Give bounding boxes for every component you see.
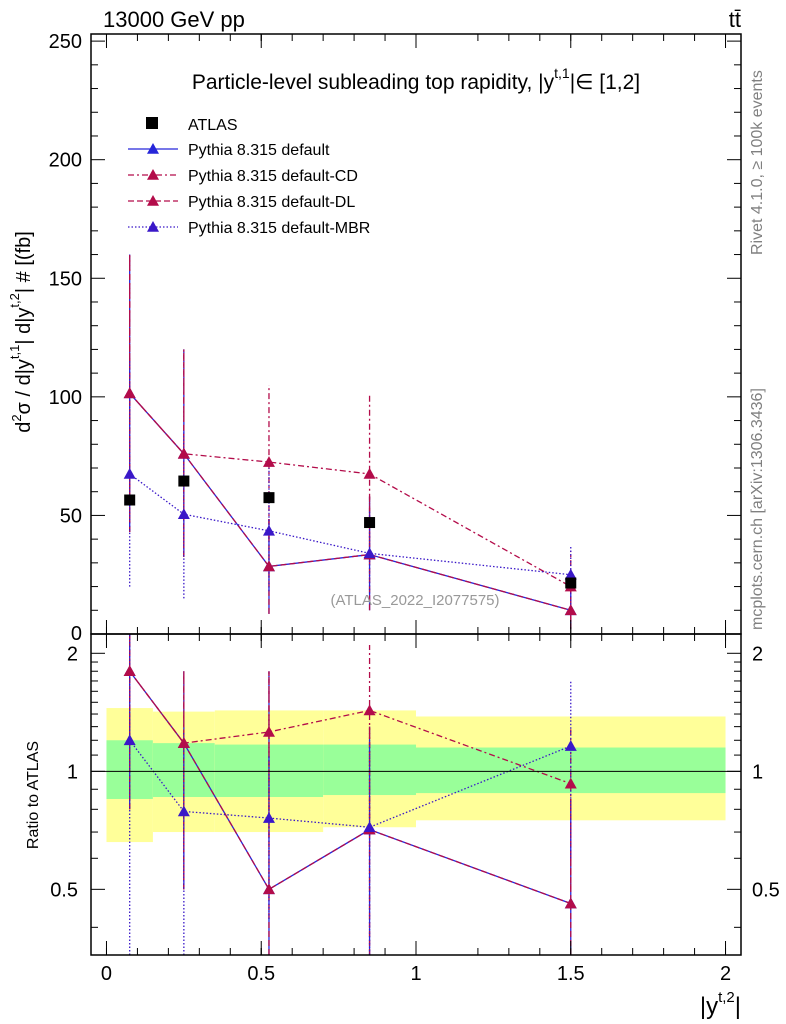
series-4-point: [123, 467, 136, 479]
atlas-point: [124, 494, 136, 506]
series-3-ratio-point: [123, 665, 136, 677]
ratio-tick-label: 1: [67, 761, 78, 783]
legend-atlas-label: ATLAS: [188, 117, 238, 134]
series-4-point: [262, 524, 275, 536]
header-energy-label: 13000 GeV pp: [103, 7, 245, 32]
chart-title-main: Particle-level subleading top rapidity, …: [192, 71, 555, 94]
y-axis-label-mid2: | d|y: [13, 308, 35, 345]
legend-marker-1: [147, 143, 159, 154]
atlas-point: [565, 577, 577, 589]
atlas-point: [364, 517, 376, 529]
legend: ATLAS Pythia 8.315 default Pythia 8.315 d…: [128, 117, 370, 237]
series-3-point: [564, 604, 577, 616]
ratio-tick-label: 0.5: [50, 879, 78, 901]
legend-label-2: Pythia 8.315 default-CD: [188, 168, 358, 185]
y-tick-label: 50: [60, 505, 82, 527]
ratio-tick-label-right: 1: [752, 761, 763, 783]
series-4-ratio-point: [177, 805, 190, 817]
series-2-ratio-point: [564, 777, 577, 789]
atlas-uncertainty-bands: [106, 708, 726, 843]
x-tick-label: 1.5: [557, 963, 585, 985]
x-axis-label-tail: |: [735, 993, 741, 1020]
series-2-ratio-point: [363, 704, 376, 716]
ratio-y-axis-label: Ratio to ATLAS: [25, 741, 42, 849]
mcplots-label: mcplots.cern.ch [arXiv:1306.3436]: [749, 388, 766, 630]
atlas-point: [178, 475, 190, 487]
y-axis-label-sup2: 2: [9, 414, 24, 421]
x-tick-label: 1: [410, 963, 421, 985]
chart-title: Particle-level subleading top rapidity, …: [192, 65, 640, 94]
x-tick-label: 0: [101, 963, 112, 985]
series-3-ratio-point: [564, 897, 577, 909]
x-axis-label: |yt,2|: [700, 989, 741, 1020]
series-3-ratio-point: [262, 883, 275, 895]
y-tick-label: 200: [49, 150, 82, 172]
analysis-watermark: (ATLAS_2022_I2077575): [330, 592, 499, 609]
legend-marker-4: [147, 221, 159, 232]
x-axis-label-sup: t,2: [718, 989, 735, 1006]
y-axis-label-mid: σ / d|y: [13, 359, 35, 414]
series-4-point: [363, 547, 376, 559]
rivet-label: Rivet 4.1.0, ≥ 100k events: [749, 70, 766, 255]
chart-title-sup: t,1: [554, 65, 570, 81]
series-3-point: [177, 447, 190, 459]
data-markers: [123, 387, 577, 909]
atlas-point: [263, 492, 275, 504]
legend-marker-2: [147, 169, 159, 180]
x-tick-label: 2: [720, 963, 731, 985]
series-4-point: [177, 508, 190, 520]
y-axis-label-sup-t1: t,1: [7, 345, 22, 359]
series-4-point: [564, 568, 577, 580]
series-3-ratio-point: [177, 737, 190, 748]
series-4-ratio-point: [123, 734, 136, 746]
series-2-ratio-line: [129, 670, 571, 785]
ratio-tick-label: 2: [67, 643, 78, 665]
series-2-line: [129, 392, 572, 588]
y-axis-label-d: d: [13, 422, 35, 433]
legend-label-1: Pythia 8.315 default: [188, 142, 330, 159]
series-3-line: [129, 392, 571, 611]
series-1-line: [129, 392, 571, 611]
x-axis-label-main: |y: [700, 993, 718, 1020]
series-3-point: [123, 387, 136, 399]
y-tick-label: 100: [49, 387, 82, 409]
ratio-tick-label-right: 0.5: [752, 879, 780, 901]
legend-atlas-marker: [146, 117, 158, 129]
ratio-tick-label-right: 2: [752, 643, 763, 665]
x-tick-label: 0.5: [247, 963, 275, 985]
chart-title-tail: |∈ [1,2]: [570, 71, 640, 94]
y-tick-label: 250: [49, 31, 82, 53]
series-2-point: [262, 456, 275, 467]
series-4-line: [129, 473, 571, 576]
legend-marker-3: [147, 195, 159, 206]
y-tick-label: 150: [49, 268, 82, 290]
y-axis-label: d2σ / d|yt,1| d|yt,2| # [(fb]: [7, 231, 35, 433]
legend-label-3: Pythia 8.315 default-DL: [188, 194, 355, 211]
series-3-point: [262, 560, 275, 572]
y-axis-label-sup-t2: t,2: [7, 293, 22, 307]
series-4-ratio-point: [262, 812, 275, 823]
series-2-ratio-point: [262, 725, 275, 737]
series-4-ratio-line: [129, 739, 572, 828]
series-4-ratio-point: [564, 740, 577, 751]
y-tick-label: 0: [71, 623, 82, 645]
series-2-point: [363, 467, 376, 479]
y-axis-label-tail: | # [(fb]: [13, 231, 35, 293]
series-4-ratio-point: [363, 821, 376, 833]
legend-label-4: Pythia 8.315 default-MBR: [188, 220, 370, 237]
header-process-label: tt̄: [729, 7, 741, 32]
